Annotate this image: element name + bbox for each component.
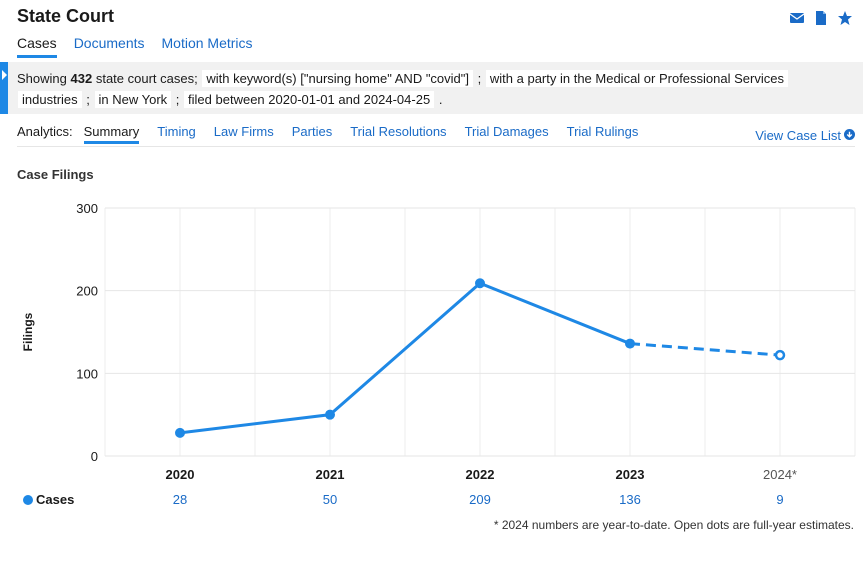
tab-timing[interactable]: Timing <box>157 124 196 139</box>
data-table-value: 50 <box>323 492 337 507</box>
footnote: * 2024 numbers are year-to-date. Open do… <box>493 518 854 532</box>
tab-trial-rulings[interactable]: Trial Rulings <box>566 124 639 139</box>
filter-text: Showing 432 state court cases; with keyw… <box>17 68 793 110</box>
tab-law-firms[interactable]: Law Firms <box>213 124 274 139</box>
filter-chip-party-text: with a party in the Medical or Professio… <box>489 71 784 86</box>
series-line-projected <box>629 342 781 357</box>
data-point-estimate <box>774 349 786 361</box>
page-title: State Court <box>17 6 115 26</box>
x-tick-label: 2022 <box>466 467 495 482</box>
filter-period: . <box>438 92 443 107</box>
data-table-value: 28 <box>173 492 187 507</box>
x-tick-label: 2024* <box>763 467 797 482</box>
header-actions <box>789 10 853 26</box>
tab-parties[interactable]: Parties <box>291 124 333 139</box>
arrow-circle-down-icon <box>844 128 855 143</box>
top-tabs: Cases Documents Motion Metrics <box>17 35 253 58</box>
data-table-value: 9 <box>776 492 783 507</box>
y-tick-label: 100 <box>76 366 98 381</box>
data-point <box>175 427 185 438</box>
envelope-icon[interactable] <box>789 10 805 26</box>
x-tick-label: 2020 <box>166 467 195 482</box>
tab-cases[interactable]: Cases <box>17 35 57 58</box>
filter-separator: ; <box>175 92 180 107</box>
legend-marker-cases <box>23 495 33 505</box>
case-filings-chart: 0 100 200 300 Filings 2020 2021 2022 2023 2024* Ca… <box>21 201 856 507</box>
tab-documents[interactable]: Documents <box>73 35 145 51</box>
filter-summary-bar: Showing 432 state court cases; with keyw… <box>0 62 863 114</box>
y-tick-label: 300 <box>76 201 98 216</box>
y-tick-label: 0 <box>91 449 98 464</box>
filter-chip-location[interactable]: in New York <box>94 91 172 108</box>
divider <box>17 146 855 147</box>
filter-suffix: state court cases; <box>95 71 198 86</box>
data-point <box>325 409 335 420</box>
tab-trial-damages[interactable]: Trial Damages <box>464 124 549 139</box>
x-tick-label: 2023 <box>616 467 645 482</box>
data-point <box>625 338 635 349</box>
caret-right-icon[interactable] <box>2 70 7 80</box>
filter-chip-dates[interactable]: filed between 2020-01-01 and 2024-04-25 <box>184 91 435 108</box>
data-table-value: 209 <box>469 492 491 507</box>
star-icon[interactable] <box>837 10 853 26</box>
tab-motion-metrics[interactable]: Motion Metrics <box>161 35 253 51</box>
filter-separator: ; <box>477 71 482 86</box>
case-count: 432 <box>70 71 93 86</box>
view-case-list-link[interactable]: View Case List <box>755 128 855 143</box>
series-line-cases <box>179 281 631 435</box>
data-table-value: 136 <box>619 492 641 507</box>
filter-chip-party[interactable]: with a party in the Medical or Professio… <box>485 70 788 87</box>
data-point <box>475 278 485 289</box>
y-axis-label: Filings <box>21 312 35 351</box>
legend-label-cases: Cases <box>36 492 74 507</box>
analytics-label: Analytics: <box>17 124 73 139</box>
filter-chip-keyword[interactable]: with keyword(s) ["nursing home" AND "cov… <box>202 70 474 87</box>
filter-prefix: Showing <box>17 71 67 86</box>
y-tick-label: 200 <box>76 284 98 299</box>
tab-trial-resolutions[interactable]: Trial Resolutions <box>350 124 447 139</box>
x-tick-label: 2021 <box>316 467 345 482</box>
section-title: Case Filings <box>17 167 94 182</box>
analytics-tabs: Analytics: Summary Timing Law Firms Part… <box>17 124 855 144</box>
tab-summary[interactable]: Summary <box>83 124 140 144</box>
filter-chip-industries[interactable]: industries <box>18 91 82 108</box>
filter-separator: ; <box>86 92 90 107</box>
view-case-list-label: View Case List <box>755 128 841 143</box>
document-icon[interactable] <box>813 10 829 26</box>
